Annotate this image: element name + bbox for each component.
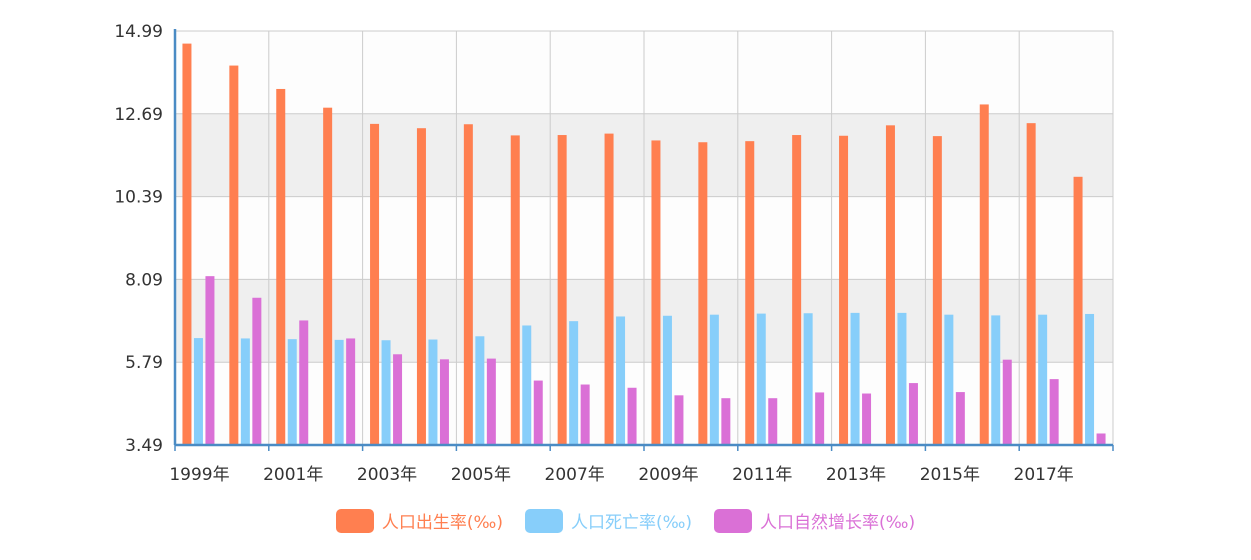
bar-birth-rate [1026,123,1036,445]
y-tick-labels: 3.49 5.79 8.09 10.39 12.69 14.99 [114,22,163,456]
bar-death-rate [616,316,626,445]
bar-birth-rate [229,65,239,445]
x-tick-label: 2005年 [451,465,511,485]
legend-swatch-death-rate [524,508,563,533]
bars [182,43,1106,446]
legend-swatch-growth-rate [714,508,753,533]
bar-birth-rate [885,125,895,445]
bar-birth-rate [839,135,849,445]
bar-birth-rate [182,43,192,445]
bar-growth-rate [908,383,918,445]
bar-birth-rate [932,136,942,445]
bar-death-rate [1038,314,1048,445]
bar-growth-rate [1049,379,1059,445]
x-tick-label: 2001年 [263,465,323,485]
bar-growth-rate [439,359,449,445]
bar-birth-rate [370,123,380,445]
bar-birth-rate [463,124,473,446]
bar-growth-rate [393,354,403,445]
bar-growth-rate [674,395,684,445]
bar-growth-rate [1002,359,1012,445]
x-tick-label: 2011年 [732,465,792,485]
legend-item-growth-rate[interactable]: 人口自然增长率(‰) [714,508,915,533]
bar-death-rate [709,314,719,445]
bar-death-rate [897,312,907,445]
x-tick-label: 2009年 [638,465,698,485]
bar-death-rate [850,312,860,445]
bar-growth-rate [252,297,262,445]
x-tick-label: 2003年 [357,465,417,485]
legend-item-death-rate[interactable]: 人口死亡率(‰) [524,508,693,533]
legend: 人口出生率(‰) 人口死亡率(‰) 人口自然增长率(‰) [0,508,1251,533]
bar-growth-rate [486,358,496,445]
bar-death-rate [662,315,672,445]
x-tick-label: 2007年 [545,465,605,485]
legend-swatch-birth-rate [335,508,374,533]
bar-death-rate [569,321,579,445]
bar-growth-rate [815,392,825,445]
legend-label-death-rate: 人口死亡率(‰) [570,513,693,533]
x-tick-label: 1999年 [169,465,229,485]
bar-death-rate [428,339,438,445]
bar-growth-rate [205,276,215,445]
x-tick-label: 2017年 [1014,465,1074,485]
bar-birth-rate [651,140,661,445]
y-tick-label: 10.39 [114,188,163,208]
bar-growth-rate [955,392,965,445]
x-tick-label: 2013年 [826,465,886,485]
bar-death-rate [240,338,250,445]
y-tick-label: 5.79 [125,353,163,373]
bar-birth-rate [510,135,520,445]
bar-birth-rate [323,107,333,446]
y-tick-label: 3.49 [125,436,163,456]
bar-death-rate [1085,313,1095,445]
y-tick-label: 12.69 [114,105,163,125]
bar-growth-rate [580,384,590,445]
legend-item-birth-rate[interactable]: 人口出生率(‰) [335,508,503,533]
bar-death-rate [381,340,391,445]
bar-death-rate [475,336,485,445]
bar-birth-rate [604,133,614,445]
bar-growth-rate [768,398,778,445]
bar-birth-rate [745,141,755,445]
bar-birth-rate [276,88,286,446]
bar-death-rate [334,339,344,445]
bar-growth-rate [1096,433,1106,445]
bar-death-rate [287,339,297,445]
y-tick-label: 8.09 [125,270,163,290]
bar-death-rate [756,313,766,445]
bar-death-rate [803,313,813,445]
bar-birth-rate [557,135,567,446]
bar-death-rate [193,338,203,445]
bar-birth-rate [792,135,802,446]
x-tick-label: 2015年 [920,465,980,485]
axes [173,29,1114,451]
bar-growth-rate [721,398,731,445]
bar-growth-rate [346,338,356,445]
bar-birth-rate [698,142,708,446]
bar-chart: 3.49 5.79 8.09 10.39 12.69 14.99 1999年 2001年 20… [114,22,1114,485]
bar-death-rate [944,314,954,445]
bar-growth-rate [627,387,637,445]
bar-death-rate [991,315,1001,445]
bar-growth-rate [533,380,543,445]
bar-growth-rate [862,393,872,445]
bar-birth-rate [416,128,426,445]
y-tick-label: 14.99 [114,22,163,42]
bar-birth-rate [979,104,989,445]
bar-growth-rate [299,320,309,445]
legend-label-growth-rate: 人口自然增长率(‰) [760,513,916,533]
bar-birth-rate [1073,176,1083,446]
bar-death-rate [522,325,532,445]
legend-label-birth-rate: 人口出生率(‰) [381,513,503,533]
x-tick-labels: 1999年 2001年 2003年 2005年 2007年 2009年 2011年 2013年… [169,465,1073,485]
